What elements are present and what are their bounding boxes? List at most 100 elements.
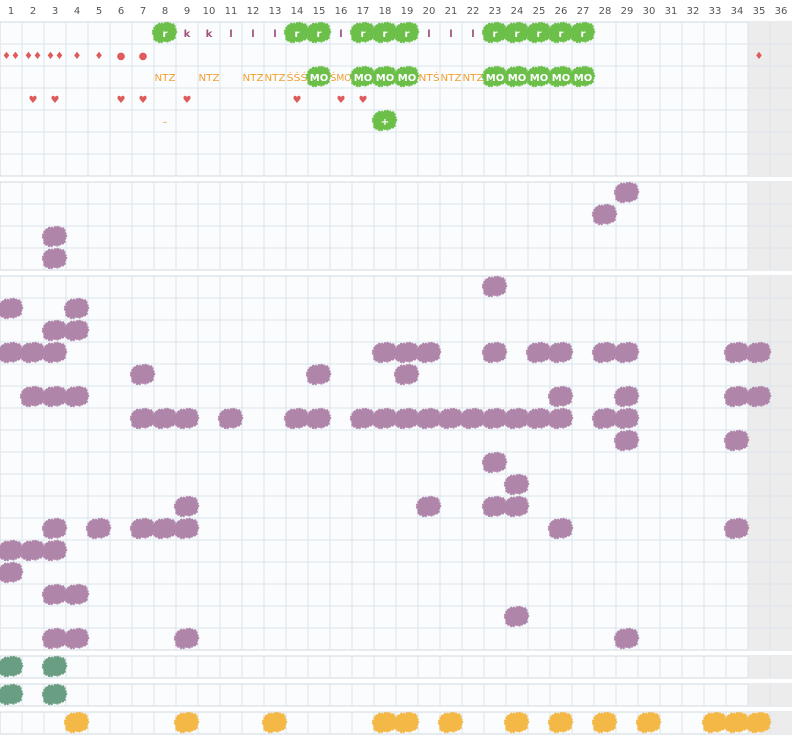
blob: [503, 495, 530, 518]
blob: [41, 517, 68, 540]
blob: [371, 21, 398, 44]
blob: [525, 65, 552, 88]
blob: [503, 711, 530, 734]
cell-label: ♥: [183, 95, 192, 106]
blob: [481, 407, 508, 430]
blob: [63, 627, 90, 650]
cell-label: r: [295, 29, 300, 40]
blob: [547, 711, 574, 734]
column-header: 36: [775, 6, 788, 17]
cell-label: r: [383, 29, 388, 40]
blob: [393, 21, 420, 44]
blob: [393, 341, 420, 364]
column-header: 25: [533, 6, 546, 17]
blob: [723, 711, 750, 734]
column-header: 4: [74, 6, 80, 17]
column-header: 10: [203, 6, 216, 17]
blob: [393, 363, 420, 386]
blob: [437, 407, 464, 430]
header: [0, 0, 792, 22]
blob: [0, 341, 24, 364]
blob: [63, 711, 90, 734]
cell-label: NTZ: [265, 73, 286, 84]
column-header: 27: [577, 6, 590, 17]
blob: [19, 341, 46, 364]
blob: [41, 247, 68, 270]
blob: [481, 341, 508, 364]
cell-label: k: [206, 29, 213, 40]
column-header: 6: [118, 6, 124, 17]
column-header: 18: [379, 6, 392, 17]
cell-label: MO: [376, 73, 394, 84]
blob: [173, 495, 200, 518]
blob: [63, 319, 90, 342]
cell-label: MO: [574, 73, 592, 84]
blob: [283, 21, 310, 44]
cell-label: k: [184, 29, 191, 40]
cell-label: ♦♦: [24, 51, 42, 62]
blob: [41, 319, 68, 342]
cell-label: MO: [310, 73, 328, 84]
blob: [151, 407, 178, 430]
cell-label: MO: [508, 73, 526, 84]
blob: [613, 429, 640, 452]
column-header: 29: [621, 6, 634, 17]
blob: [547, 65, 574, 88]
cell-label: ♥: [293, 95, 302, 106]
blob: [305, 363, 332, 386]
blob: [459, 407, 486, 430]
cell-label: ♦: [95, 51, 104, 62]
blob: [547, 517, 574, 540]
blob: [371, 65, 398, 88]
blob: [745, 711, 772, 734]
column-header: 35: [753, 6, 766, 17]
blob: [481, 21, 508, 44]
column-header: 22: [467, 6, 480, 17]
column-header: 9: [184, 6, 190, 17]
cell-label: l: [339, 29, 342, 40]
blob: [547, 21, 574, 44]
cell-label: ♥: [51, 95, 60, 106]
blob: [41, 225, 68, 248]
cell-label: r: [317, 29, 322, 40]
blob: [371, 711, 398, 734]
blob: [0, 539, 24, 562]
blob: [283, 407, 310, 430]
blob: [261, 711, 288, 734]
blob: [481, 495, 508, 518]
blob: [63, 583, 90, 606]
cell-label: ♦♦: [46, 51, 64, 62]
column-header: 33: [709, 6, 722, 17]
cell-label: ♥: [29, 95, 38, 106]
blob: [63, 385, 90, 408]
cell-label: r: [493, 29, 498, 40]
blob: [481, 65, 508, 88]
blob: [591, 711, 618, 734]
blob: [19, 385, 46, 408]
blob: [437, 711, 464, 734]
blob: [503, 605, 530, 628]
cell-label: r: [405, 29, 410, 40]
cell-label: l: [251, 29, 254, 40]
blob: [525, 21, 552, 44]
column-header: 31: [665, 6, 678, 17]
column-header: 20: [423, 6, 436, 17]
cell-label: NTZ: [441, 73, 462, 84]
blob: [745, 385, 772, 408]
blob: [349, 21, 376, 44]
blob: [547, 341, 574, 364]
column-header: 17: [357, 6, 370, 17]
blob: [613, 385, 640, 408]
blob: [723, 517, 750, 540]
cell-label: r: [163, 29, 168, 40]
column-header: 8: [162, 6, 168, 17]
blob: [371, 109, 398, 132]
blob: [393, 65, 420, 88]
column-header: 32: [687, 6, 700, 17]
blob: [0, 561, 24, 584]
cell-label: ♦♦: [2, 51, 20, 62]
cell-label: +: [381, 117, 389, 128]
blob: [613, 341, 640, 364]
blob: [173, 517, 200, 540]
